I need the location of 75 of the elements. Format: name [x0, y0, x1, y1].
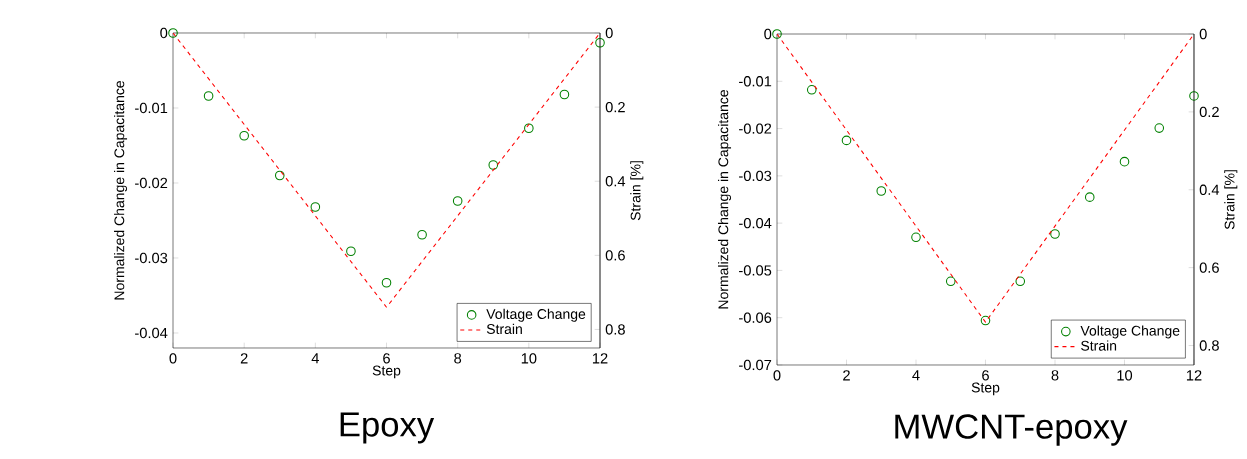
point [911, 232, 921, 243]
y-tick-label: -0.03 [135, 252, 168, 264]
y2-tick-label: 0.4 [1199, 184, 1220, 195]
y-tick-label: -0.02 [135, 177, 168, 189]
y-tick-label: 0 [160, 27, 168, 39]
point [1050, 229, 1060, 239]
y2-tick-label: 0.2 [605, 101, 625, 113]
point [274, 170, 285, 181]
point [1189, 91, 1199, 101]
x-tick-label: 0 [773, 370, 781, 381]
point [239, 130, 249, 141]
point [772, 29, 782, 39]
y-tick-label: -0.03 [739, 170, 772, 182]
y2-tick-label: 0.6 [605, 250, 625, 261]
point [524, 123, 534, 134]
point [806, 84, 817, 95]
x-tick-label: 12 [1186, 370, 1202, 381]
point [559, 89, 570, 100]
y-tick-label: -0.01 [135, 102, 168, 114]
point [1084, 192, 1095, 202]
point [876, 186, 887, 196]
point [381, 277, 392, 288]
x-tick-label: 6 [383, 353, 390, 364]
text: Epoxy [340, 412, 435, 444]
point [841, 135, 852, 146]
point [168, 28, 178, 38]
point [595, 37, 605, 48]
x-axis-title: Step [372, 365, 401, 379]
point [346, 246, 356, 257]
y-axis-title: Normalized Change in Capacitance [114, 81, 128, 300]
y2-tick-label: 0 [605, 27, 613, 39]
x-tick-label: 2 [240, 353, 248, 364]
point [452, 196, 463, 206]
y-tick-label: -0.02 [739, 123, 772, 134]
point [1119, 156, 1130, 167]
legend-label: Strain [486, 323, 522, 335]
y-tick-label: -0.04 [739, 217, 772, 229]
point [488, 160, 499, 170]
y-tick-label: -0.01 [739, 76, 772, 87]
y2-tick-label: 0.4 [605, 176, 626, 187]
point [1015, 276, 1026, 287]
legend-label: Voltage Change [1080, 325, 1180, 339]
x-tick-label: 4 [912, 370, 920, 381]
y2-tick-label: 0.8 [605, 324, 625, 335]
point [1154, 123, 1165, 133]
x-tick-label: 4 [311, 353, 319, 364]
x-axis-title: Step [971, 382, 1000, 396]
y-tick-label: -0.04 [135, 327, 168, 339]
y2-tick-label: 0.8 [1199, 340, 1219, 351]
y-tick-label: -0.07 [739, 359, 772, 371]
legend-label: Voltage Change [486, 308, 586, 322]
y-tick-label: -0.06 [739, 312, 772, 323]
x-tick-label: 0 [169, 353, 177, 364]
point [417, 229, 427, 240]
y-tick-label: -0.05 [739, 265, 772, 276]
y2-axis-title: Strain [%] [630, 161, 644, 221]
y-axis-title: Normalized Change in Capacitance [717, 90, 732, 309]
y2-tick-label: 0.2 [1199, 106, 1219, 118]
y2-axis-title: Strain [%] [1224, 170, 1238, 230]
x-tick-label: 12 [592, 353, 608, 364]
y2-tick-label: 0.6 [1199, 262, 1219, 273]
text: MWCNT-epoxy [895, 414, 1128, 446]
point [945, 276, 956, 287]
legend-label: Strain [1081, 340, 1117, 351]
x-tick-label: 8 [454, 353, 462, 364]
point [203, 91, 214, 101]
point [310, 202, 321, 212]
x-tick-label: 10 [1117, 370, 1133, 381]
y-tick-label: 0 [764, 28, 772, 40]
x-tick-label: 6 [982, 370, 989, 381]
x-tick-label: 10 [521, 353, 537, 364]
x-tick-label: 2 [843, 370, 850, 381]
point [980, 315, 991, 326]
x-tick-label: 8 [1051, 370, 1059, 381]
y2-tick-label: 0 [1199, 28, 1207, 40]
